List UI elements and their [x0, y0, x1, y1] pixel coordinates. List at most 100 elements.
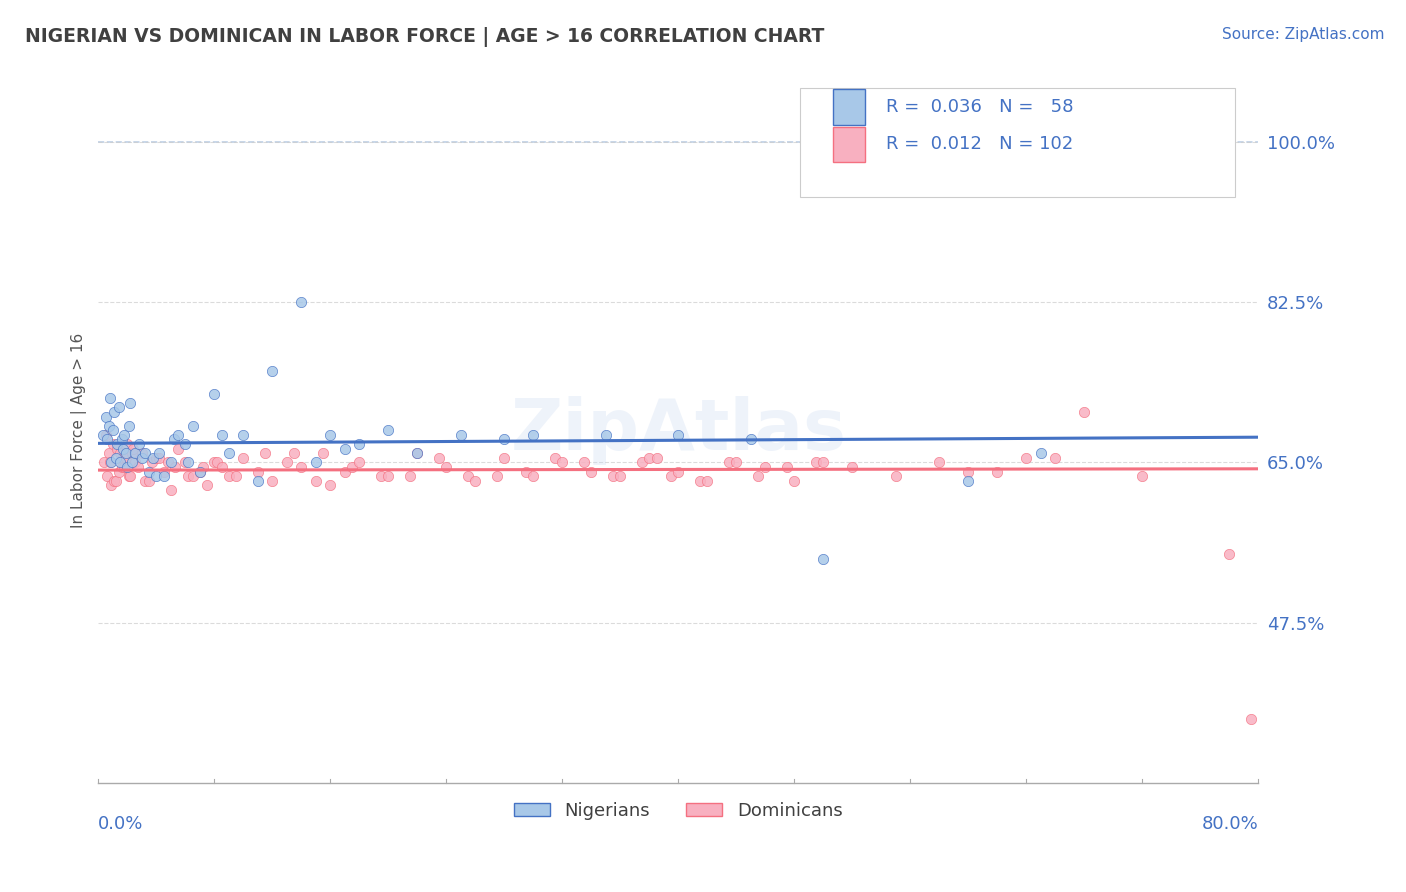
Point [725, 455, 748, 469]
Point [804, 455, 827, 469]
Point [114, 460, 136, 475]
Point [349, 437, 371, 451]
Point [108, 446, 131, 460]
Point [957, 474, 980, 488]
Point [103, 474, 125, 488]
Point [152, 465, 174, 479]
Point [121, 455, 143, 469]
Point [167, 442, 190, 456]
FancyBboxPatch shape [800, 88, 1236, 197]
Point [522, 469, 544, 483]
Point [276, 455, 298, 469]
Point [97, 418, 120, 433]
Point [406, 446, 429, 460]
Point [494, 450, 516, 465]
Point [165, 460, 187, 475]
Point [104, 474, 127, 488]
Point [305, 474, 328, 488]
Point [544, 450, 567, 465]
Point [98, 455, 121, 469]
Point [111, 442, 134, 456]
Point [110, 433, 132, 447]
Point [312, 446, 335, 460]
Point [305, 455, 328, 469]
Point [572, 455, 595, 469]
Point [1015, 450, 1038, 465]
Point [100, 455, 122, 469]
Point [813, 551, 835, 566]
Point [645, 450, 668, 465]
Point [776, 460, 799, 475]
Point [97, 446, 120, 460]
Point [740, 433, 762, 447]
Point [202, 386, 225, 401]
Point [218, 469, 240, 483]
Point [1218, 547, 1240, 561]
Point [1045, 450, 1067, 465]
Text: 80.0%: 80.0% [1202, 815, 1258, 833]
Point [117, 460, 139, 475]
Point [631, 455, 654, 469]
Point [91, 428, 114, 442]
Point [602, 469, 624, 483]
Point [174, 455, 197, 469]
Point [434, 460, 457, 475]
Point [101, 423, 124, 437]
Point [638, 450, 661, 465]
Point [120, 396, 142, 410]
Point [246, 474, 269, 488]
Point [105, 442, 128, 456]
Point [319, 478, 342, 492]
Point [551, 455, 574, 469]
Point [333, 465, 356, 479]
Point [464, 474, 486, 488]
Point [813, 455, 835, 469]
Point [145, 450, 167, 465]
Point [121, 446, 143, 460]
Point [127, 460, 149, 475]
Point [118, 418, 141, 433]
Point [167, 428, 190, 442]
Point [283, 446, 305, 460]
Point [494, 433, 516, 447]
Point [134, 474, 156, 488]
Point [666, 465, 689, 479]
Point [754, 460, 776, 475]
Point [928, 455, 950, 469]
Point [94, 428, 117, 442]
Point [128, 437, 150, 451]
Text: NIGERIAN VS DOMINICAN IN LABOR FORCE | AGE > 16 CORRELATION CHART: NIGERIAN VS DOMINICAN IN LABOR FORCE | A… [25, 27, 825, 46]
Point [103, 405, 125, 419]
Point [370, 469, 392, 483]
Point [141, 455, 163, 469]
Point [377, 469, 399, 483]
Point [124, 455, 146, 469]
Point [211, 428, 233, 442]
Text: ZipAtlas: ZipAtlas [510, 396, 846, 465]
Point [986, 465, 1008, 479]
Point [689, 474, 711, 488]
Point [152, 469, 174, 483]
Point [218, 446, 240, 460]
Point [290, 295, 312, 310]
Point [110, 460, 132, 475]
Point [884, 469, 907, 483]
Point [111, 450, 134, 465]
Point [333, 442, 356, 456]
Point [107, 465, 129, 479]
Point [174, 437, 197, 451]
Point [156, 455, 179, 469]
Point [211, 460, 233, 475]
Point [659, 469, 682, 483]
Point [131, 446, 153, 460]
Point [399, 469, 422, 483]
Point [181, 469, 204, 483]
Point [177, 455, 200, 469]
Legend: Nigerians, Dominicans: Nigerians, Dominicans [508, 795, 849, 827]
Point [515, 465, 537, 479]
Point [108, 455, 131, 469]
Point [120, 469, 142, 483]
Point [486, 469, 509, 483]
Point [160, 455, 183, 469]
Point [262, 364, 284, 378]
